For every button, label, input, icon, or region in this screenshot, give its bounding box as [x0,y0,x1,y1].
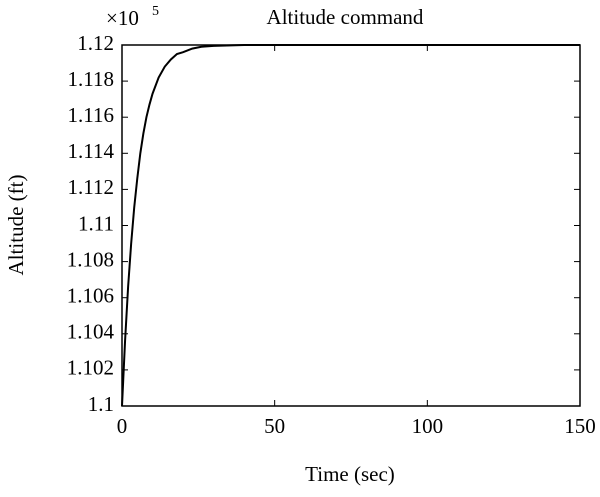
x-tick-label: 0 [117,414,128,438]
x-tick-label: 150 [564,414,596,438]
y-tick-label: 1.12 [77,31,114,55]
line [121,44,580,407]
y-tick-label: 1.106 [67,284,114,308]
y-tick-label: 1.1 [88,392,114,416]
y-tick-label: 1.108 [67,247,114,271]
x-tick-label: 50 [264,414,285,438]
plot-frame [121,44,581,407]
y-multiplier: ×10 [106,6,139,30]
y-tick-label: 1.116 [68,103,114,127]
y-tick-label: 1.118 [68,67,114,91]
y-tick-label: 1.112 [68,175,114,199]
x-tick-label: 100 [412,414,444,438]
y-tick-label: 1.11 [78,211,114,235]
x-axis-label: Time (sec) [305,462,395,486]
y-tick-label: 1.114 [68,139,115,163]
y-multiplier-exponent: 5 [152,4,159,19]
y-axis-label: Altitude (ft) [4,175,28,276]
y-tick-label: 1.102 [67,356,114,380]
chart-title: Altitude command [267,5,424,29]
y-tick-label: 1.104 [67,320,115,344]
